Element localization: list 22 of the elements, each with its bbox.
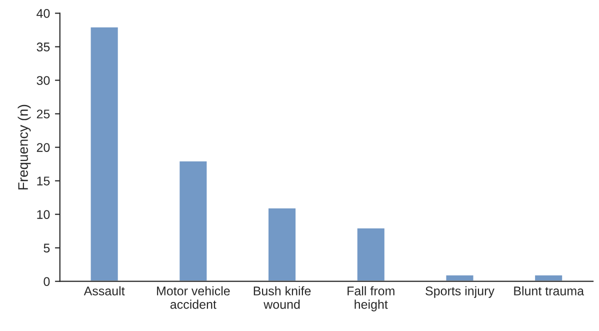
bar — [356, 227, 386, 282]
bar — [267, 206, 297, 282]
y-tick-label: 10 — [37, 210, 50, 219]
y-tick-label: 5 — [44, 244, 50, 252]
y-tick-label: 25 — [36, 110, 50, 118]
x-tick-label: Fall from height — [348, 286, 394, 312]
x-tick-label: Motor vehicle accident — [157, 286, 230, 309]
bar — [444, 274, 475, 282]
y-axis-title: Frequency (n) — [18, 104, 31, 190]
bar — [534, 274, 564, 282]
bar — [178, 160, 208, 282]
y-tick-label: 0 — [44, 277, 50, 286]
y-tick-label: 35 — [36, 42, 50, 52]
x-tick-label: Bush knife wound — [254, 286, 311, 309]
y-tick-label: 40 — [36, 9, 50, 18]
x-tick-label: Assault — [84, 286, 125, 296]
y-tick-label: 15 — [37, 176, 50, 186]
x-tick-label: Blunt trauma — [514, 286, 584, 296]
y-tick-label: 30 — [36, 76, 50, 85]
y-tick-label: 20 — [36, 143, 50, 152]
bar — [89, 26, 120, 282]
x-tick-label: Sports injury — [426, 286, 494, 298]
